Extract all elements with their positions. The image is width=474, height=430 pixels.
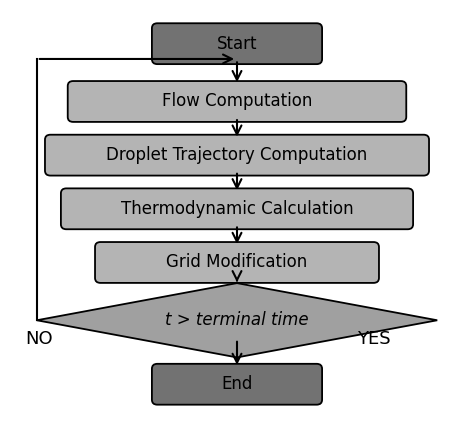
Text: t > terminal time: t > terminal time xyxy=(165,311,309,329)
Text: Thermodynamic Calculation: Thermodynamic Calculation xyxy=(121,200,353,218)
Polygon shape xyxy=(37,283,437,357)
FancyBboxPatch shape xyxy=(152,23,322,64)
Text: End: End xyxy=(221,375,253,393)
FancyBboxPatch shape xyxy=(152,364,322,405)
Text: Flow Computation: Flow Computation xyxy=(162,92,312,111)
FancyBboxPatch shape xyxy=(45,135,429,175)
FancyBboxPatch shape xyxy=(95,242,379,283)
Text: Droplet Trajectory Computation: Droplet Trajectory Computation xyxy=(106,146,368,164)
Text: NO: NO xyxy=(25,330,53,348)
Text: YES: YES xyxy=(357,330,390,348)
FancyBboxPatch shape xyxy=(68,81,406,122)
FancyBboxPatch shape xyxy=(61,188,413,229)
Text: Start: Start xyxy=(217,35,257,53)
Text: Grid Modification: Grid Modification xyxy=(166,253,308,271)
